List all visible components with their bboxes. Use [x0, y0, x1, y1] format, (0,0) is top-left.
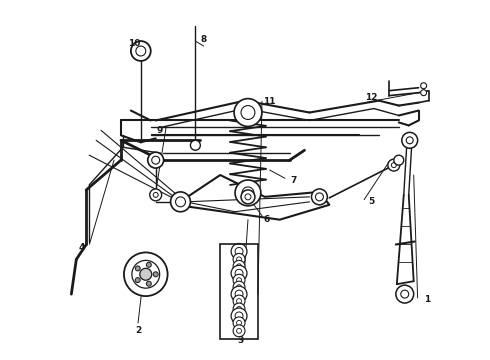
- Circle shape: [388, 159, 400, 171]
- Circle shape: [420, 83, 427, 89]
- Circle shape: [140, 268, 152, 280]
- Circle shape: [233, 253, 245, 265]
- Text: 11: 11: [263, 97, 275, 106]
- Text: 9: 9: [157, 126, 163, 135]
- Text: 1: 1: [424, 295, 430, 304]
- Circle shape: [148, 152, 164, 168]
- Circle shape: [396, 285, 414, 303]
- Circle shape: [150, 189, 162, 201]
- Circle shape: [233, 260, 245, 272]
- Circle shape: [233, 303, 245, 315]
- Circle shape: [124, 252, 168, 296]
- Circle shape: [394, 155, 404, 165]
- Circle shape: [191, 140, 200, 150]
- Text: 12: 12: [365, 93, 378, 102]
- Text: 8: 8: [200, 35, 207, 44]
- Text: 3: 3: [237, 336, 243, 345]
- Circle shape: [233, 274, 245, 286]
- Text: 7: 7: [291, 176, 297, 185]
- Circle shape: [235, 180, 261, 206]
- Circle shape: [147, 281, 151, 286]
- Circle shape: [153, 272, 158, 277]
- Text: 6: 6: [264, 215, 270, 224]
- Circle shape: [233, 281, 245, 293]
- Bar: [220, 244, 258, 339]
- Circle shape: [147, 262, 151, 267]
- Text: 2: 2: [135, 325, 141, 334]
- Circle shape: [131, 41, 151, 61]
- Circle shape: [233, 325, 245, 337]
- Circle shape: [231, 243, 247, 260]
- Circle shape: [233, 295, 245, 307]
- Text: 4: 4: [79, 243, 85, 252]
- Circle shape: [234, 99, 262, 126]
- Circle shape: [171, 192, 191, 212]
- Circle shape: [231, 308, 247, 324]
- Circle shape: [241, 190, 255, 204]
- Text: 5: 5: [368, 197, 374, 206]
- Circle shape: [135, 278, 140, 283]
- Circle shape: [231, 286, 247, 302]
- Circle shape: [135, 266, 140, 271]
- Circle shape: [420, 90, 427, 96]
- Circle shape: [402, 132, 417, 148]
- Circle shape: [231, 265, 247, 281]
- Circle shape: [233, 317, 245, 329]
- Circle shape: [312, 189, 327, 205]
- Text: 10: 10: [128, 39, 140, 48]
